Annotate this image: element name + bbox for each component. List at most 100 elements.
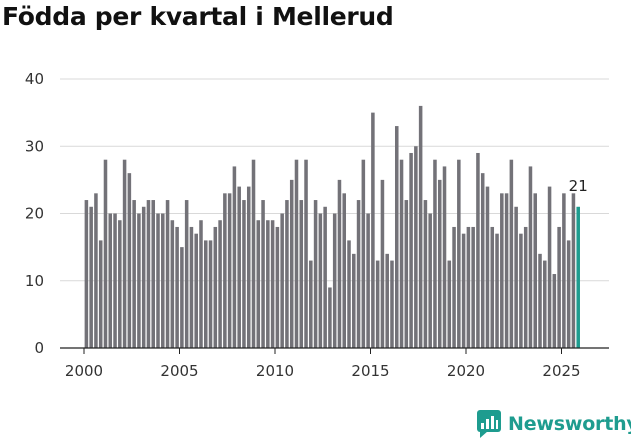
y-tick-labels: 0 10 20 30 40 bbox=[25, 70, 44, 357]
y-tick-label: 40 bbox=[25, 70, 44, 88]
bar bbox=[485, 186, 490, 348]
bar bbox=[457, 159, 461, 348]
last-value-annotation: 21 bbox=[569, 177, 588, 195]
bar bbox=[232, 166, 237, 348]
bar bbox=[523, 226, 528, 348]
bar bbox=[347, 240, 351, 348]
bar bbox=[127, 173, 132, 348]
bar bbox=[237, 186, 241, 348]
bar bbox=[89, 206, 93, 348]
bar bbox=[538, 253, 542, 348]
bar bbox=[199, 220, 203, 348]
bar bbox=[318, 213, 323, 348]
bar bbox=[108, 213, 113, 348]
bar bbox=[380, 179, 385, 348]
bar bbox=[280, 213, 284, 348]
bar bbox=[495, 233, 499, 348]
y-tick-label: 30 bbox=[25, 137, 44, 155]
x-tick-label: 2025 bbox=[542, 362, 580, 380]
last-value-label: 21 bbox=[569, 177, 588, 195]
bar bbox=[500, 193, 504, 348]
bar bbox=[98, 240, 103, 348]
bar bbox=[122, 159, 127, 348]
bar bbox=[94, 193, 98, 348]
bar bbox=[309, 260, 313, 348]
bar bbox=[165, 200, 170, 348]
bar bbox=[394, 126, 399, 348]
bar bbox=[275, 226, 280, 348]
bar bbox=[552, 274, 557, 348]
bar bbox=[103, 159, 108, 348]
bar bbox=[180, 247, 184, 348]
bar bbox=[390, 260, 394, 348]
bar bbox=[461, 233, 466, 348]
brand-name: Newsworthy bbox=[508, 413, 631, 435]
bars bbox=[84, 105, 580, 349]
bar bbox=[161, 213, 165, 348]
bar bbox=[223, 193, 227, 348]
bar bbox=[557, 226, 561, 348]
x-axis: 2000 2005 2010 2015 2020 2025 bbox=[60, 347, 609, 380]
bar bbox=[514, 206, 518, 348]
bar bbox=[533, 193, 538, 348]
y-tick-label: 0 bbox=[34, 339, 44, 357]
bar bbox=[414, 146, 418, 348]
bar bbox=[385, 253, 389, 348]
bar bbox=[170, 220, 175, 348]
bar bbox=[480, 173, 485, 348]
y-tick-label: 10 bbox=[25, 272, 44, 290]
bar bbox=[208, 240, 213, 348]
bar bbox=[256, 220, 261, 348]
bar bbox=[504, 193, 509, 348]
bar bbox=[328, 287, 332, 348]
bar bbox=[213, 226, 218, 348]
x-tick-label: 2005 bbox=[160, 362, 198, 380]
bar bbox=[203, 240, 208, 348]
bar bbox=[218, 220, 222, 348]
bar bbox=[447, 260, 452, 348]
bar bbox=[547, 186, 552, 348]
bar bbox=[227, 193, 232, 348]
bar bbox=[313, 200, 318, 348]
bar bbox=[246, 186, 251, 348]
bar bbox=[194, 233, 198, 348]
bar bbox=[476, 152, 480, 348]
bar bbox=[184, 200, 189, 348]
bar bbox=[285, 200, 289, 348]
bar bbox=[528, 166, 533, 348]
bar bbox=[189, 226, 194, 348]
bar bbox=[151, 200, 156, 348]
bar bbox=[366, 213, 370, 348]
bar bbox=[409, 152, 413, 348]
bar bbox=[352, 253, 356, 348]
bar bbox=[519, 233, 523, 348]
bar bbox=[423, 200, 428, 348]
bar bbox=[490, 226, 495, 348]
bar bbox=[337, 179, 342, 348]
bar bbox=[299, 200, 304, 348]
bar bbox=[175, 226, 179, 348]
bar bbox=[118, 220, 122, 348]
bar bbox=[270, 220, 275, 348]
bar bbox=[342, 193, 347, 348]
bar bbox=[137, 213, 141, 348]
bar bbox=[437, 179, 442, 348]
bar bbox=[156, 213, 160, 348]
bar bbox=[418, 105, 423, 349]
bar bbox=[375, 260, 380, 348]
bar bbox=[132, 200, 136, 348]
newsworthy-brand[interactable]: Newsworthy bbox=[476, 408, 631, 440]
bar bbox=[466, 226, 471, 348]
x-tick-label: 2015 bbox=[351, 362, 389, 380]
bar bbox=[404, 200, 409, 348]
bar bbox=[471, 226, 475, 348]
bar bbox=[251, 159, 256, 348]
bar bbox=[242, 200, 246, 348]
bar bbox=[141, 206, 146, 348]
bar bbox=[266, 220, 270, 348]
bar bbox=[562, 193, 566, 348]
bar bbox=[543, 260, 547, 348]
bar bbox=[509, 159, 514, 348]
bar bbox=[146, 200, 151, 348]
bar bbox=[294, 159, 299, 348]
